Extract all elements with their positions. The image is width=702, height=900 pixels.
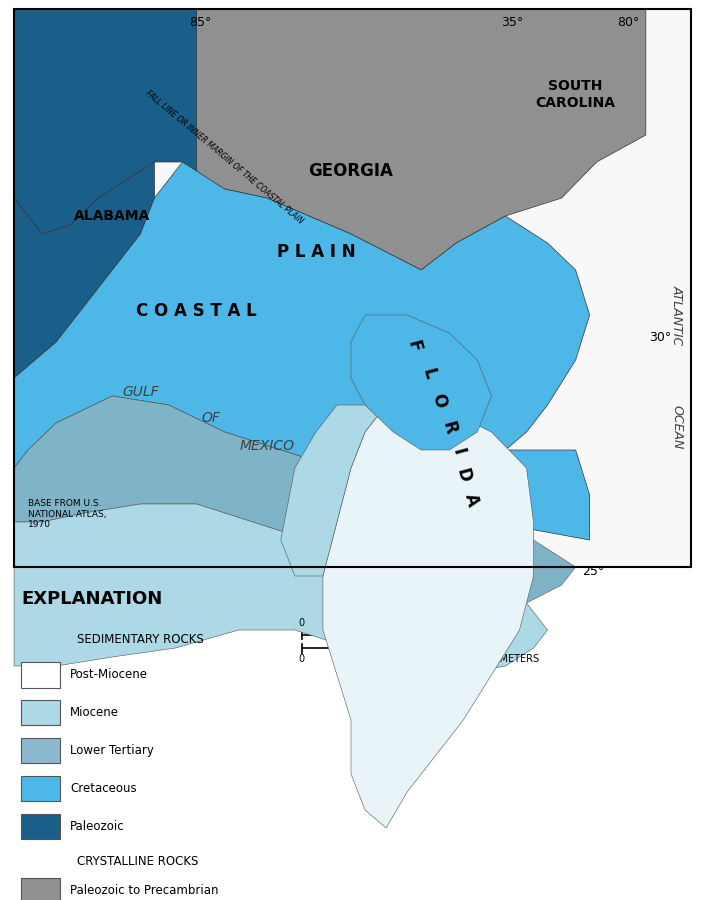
Polygon shape	[14, 504, 548, 675]
Text: CRYSTALLINE ROCKS: CRYSTALLINE ROCKS	[77, 855, 199, 868]
Polygon shape	[183, 9, 646, 270]
Text: SEDIMENTARY ROCKS: SEDIMENTARY ROCKS	[77, 633, 204, 645]
Text: 0: 0	[299, 654, 305, 664]
Bar	[21, 700, 60, 725]
Text: Paleozoic: Paleozoic	[70, 820, 125, 832]
Text: 85°: 85°	[189, 16, 211, 29]
Text: 35°: 35°	[501, 16, 524, 29]
Text: Lower Tertiary: Lower Tertiary	[70, 744, 154, 757]
Text: OCEAN: OCEAN	[671, 405, 684, 450]
Text: 50: 50	[373, 654, 385, 664]
Polygon shape	[14, 162, 590, 540]
Text: GEORGIA: GEORGIA	[309, 162, 393, 180]
Bar	[21, 738, 60, 763]
Text: ATLANTIC: ATLANTIC	[671, 285, 684, 345]
Text: P L A I N: P L A I N	[277, 243, 355, 261]
Text: F: F	[404, 338, 424, 355]
Text: A: A	[461, 491, 482, 508]
Text: OF: OF	[201, 411, 220, 426]
Text: Miocene: Miocene	[70, 706, 119, 719]
Text: 100 MILES: 100 MILES	[456, 618, 507, 628]
Text: Post-Miocene: Post-Miocene	[70, 669, 148, 681]
Polygon shape	[14, 396, 576, 603]
Bar	[14, 9, 691, 567]
Text: FALL LINE OR INNER MARGIN OF THE COASTAL PLAIN: FALL LINE OR INNER MARGIN OF THE COASTAL…	[144, 89, 305, 226]
Text: SOUTH
CAROLINA: SOUTH CAROLINA	[536, 79, 616, 110]
Polygon shape	[281, 405, 386, 576]
Bar	[21, 776, 60, 801]
Text: D: D	[453, 466, 474, 484]
Text: MEXICO: MEXICO	[239, 438, 294, 453]
Text: I: I	[448, 446, 468, 457]
Text: Cretaceous: Cretaceous	[70, 782, 137, 795]
Bar	[21, 662, 60, 688]
Text: R: R	[439, 419, 460, 436]
Text: 25°: 25°	[582, 565, 604, 578]
Text: EXPLANATION: EXPLANATION	[21, 590, 162, 608]
Text: 30°: 30°	[649, 331, 671, 344]
Text: 50: 50	[373, 618, 385, 628]
Text: ALABAMA: ALABAMA	[74, 209, 150, 223]
Polygon shape	[351, 315, 491, 450]
Bar	[21, 878, 60, 900]
Text: C O A S T A L: C O A S T A L	[136, 302, 257, 319]
Polygon shape	[323, 405, 534, 828]
Polygon shape	[14, 9, 197, 234]
Text: 0: 0	[299, 618, 305, 628]
Text: Paleozoic to Precambrian: Paleozoic to Precambrian	[70, 885, 219, 897]
Text: L: L	[418, 366, 438, 381]
Text: SCALE 1:7,500,000: SCALE 1:7,500,000	[329, 607, 429, 616]
Polygon shape	[14, 9, 691, 567]
Text: 100 KILOMETERS: 100 KILOMETERS	[456, 654, 539, 664]
Text: O: O	[428, 392, 449, 410]
Bar	[21, 814, 60, 839]
Text: 80°: 80°	[617, 16, 640, 29]
Text: GULF: GULF	[122, 384, 159, 399]
Polygon shape	[14, 162, 154, 378]
Text: BASE FROM U.S.
NATIONAL ATLAS,
1970: BASE FROM U.S. NATIONAL ATLAS, 1970	[28, 500, 107, 529]
